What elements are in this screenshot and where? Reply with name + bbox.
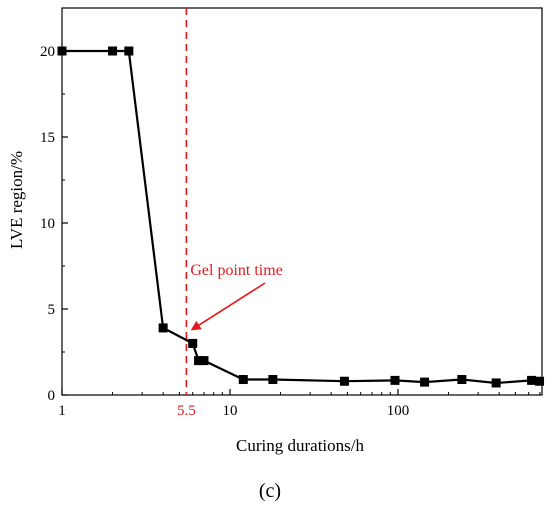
data-point (420, 377, 430, 387)
gel-point-x-label: 5.5 (177, 403, 196, 419)
panel-label: (c) (259, 480, 281, 502)
data-point (194, 356, 204, 366)
y-tick-label: 0 (48, 388, 56, 404)
x-tick-label: 1 (58, 403, 66, 419)
data-point (527, 375, 537, 385)
data-point (188, 338, 198, 348)
series-line (62, 49, 540, 385)
data-point (457, 375, 467, 385)
y-axis-title: LVE region/% (7, 151, 26, 249)
y-tick-label: 20 (40, 44, 55, 60)
y-tick-label: 10 (40, 216, 55, 232)
x-axis-title: Curing durations/h (236, 436, 364, 455)
data-point (124, 46, 134, 56)
data-point (108, 46, 118, 56)
x-tick-label: 100 (387, 403, 410, 419)
data-point (390, 375, 400, 385)
data-point (158, 323, 168, 333)
annotation-arrow (190, 282, 266, 331)
x-tick-label: 10 (222, 403, 237, 419)
plot-frame (61, 7, 543, 396)
data-point (238, 375, 248, 385)
y-tick-label: 5 (48, 302, 56, 318)
data-point (491, 378, 501, 388)
data-point (268, 375, 278, 385)
data-point (535, 376, 545, 386)
data-point (199, 356, 209, 366)
data-point (57, 46, 67, 56)
y-tick-label: 15 (40, 130, 55, 146)
data-point (339, 376, 349, 386)
annotation-text: Gel point time (190, 262, 282, 279)
